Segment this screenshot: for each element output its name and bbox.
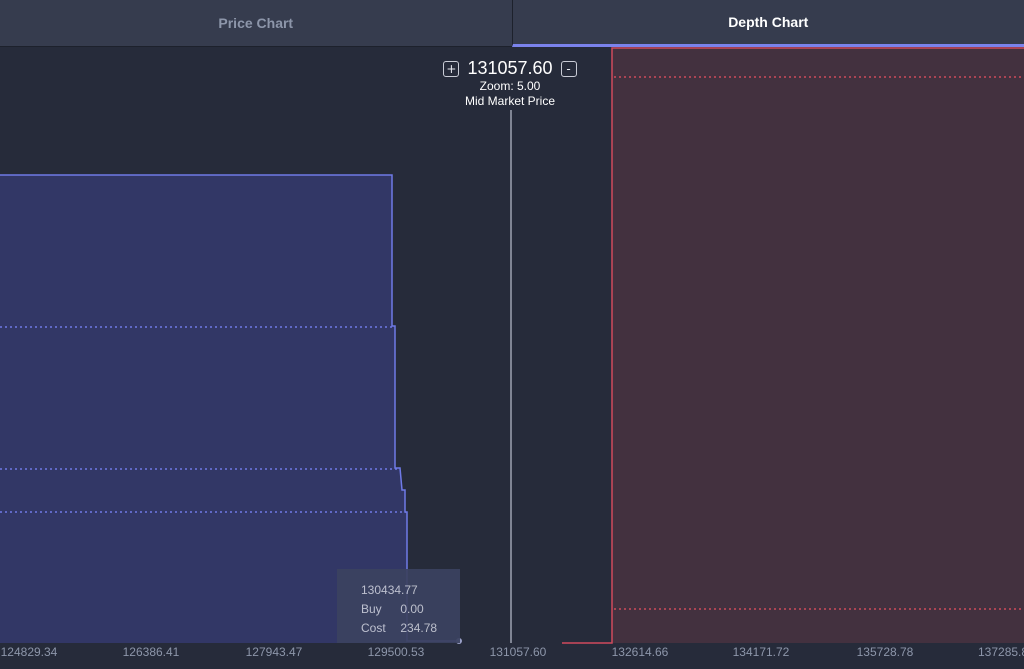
tooltip-price: 130434.77 [361, 583, 418, 597]
x-axis-tick: 135728.78 [856, 645, 914, 659]
tooltip-buy-label: Buy [361, 602, 382, 616]
tooltip-buy-row: Buy 0.00 [361, 600, 460, 619]
tooltip-cost-row: Cost 234.78 [361, 619, 460, 638]
ask-depth-area [612, 48, 1024, 643]
ask-depth-line [562, 47, 1024, 644]
tooltip-cost-label: Cost [361, 621, 386, 635]
tab-depth-chart[interactable]: Depth Chart [511, 0, 1024, 47]
x-axis-tick: 126386.41 [122, 645, 180, 659]
x-axis-tick: 132614.66 [611, 645, 669, 659]
chart-tabs: Price Chart Depth Chart [0, 0, 1024, 47]
depth-tooltip: 130434.77 Buy 0.00 Cost 234.78 [337, 569, 460, 643]
tooltip-cost-value: 234.78 [400, 621, 438, 635]
tab-price-chart[interactable]: Price Chart [0, 0, 512, 47]
x-axis-tick: 137285.84 [978, 645, 1024, 659]
zoom-out-button[interactable]: - [560, 60, 577, 77]
mid-market-price: 131057.60 [467, 58, 553, 78]
zoom-level: Zoom: 5.00 [479, 79, 541, 93]
x-axis-tick: 124829.34 [0, 645, 58, 659]
bid-depth-line [0, 174, 459, 642]
x-axis-tick: 127943.47 [245, 645, 303, 659]
tooltip-buy-value: 0.00 [400, 602, 424, 616]
x-axis-tick: 129500.53 [367, 645, 425, 659]
mid-market-label: Mid Market Price [464, 94, 556, 108]
zoom-in-button[interactable]: + [443, 60, 460, 77]
mid-market-readout: + 131057.60 - Zoom: 5.00 Mid Market Pric… [430, 58, 590, 109]
x-axis-tick: 134171.72 [732, 645, 790, 659]
bid-depth-area [0, 175, 407, 643]
x-axis-tick: 131057.60 [489, 645, 547, 659]
